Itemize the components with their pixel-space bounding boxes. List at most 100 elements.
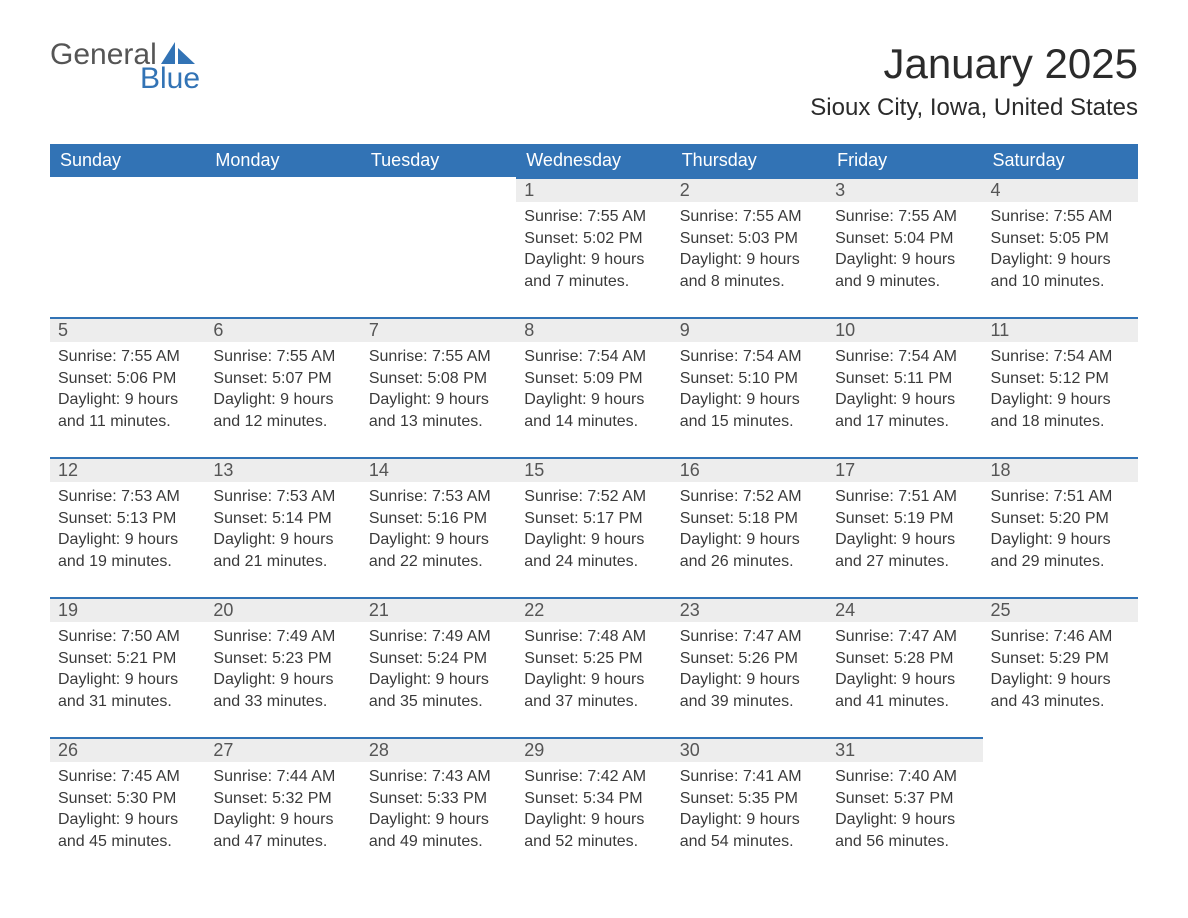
sunrise-line: Sunrise: 7:53 AM <box>369 486 508 508</box>
day-details: Sunrise: 7:43 AMSunset: 5:33 PMDaylight:… <box>361 762 516 860</box>
day-number: 26 <box>50 737 205 762</box>
weekday-header: Monday <box>205 144 360 177</box>
calendar-week-row: 5Sunrise: 7:55 AMSunset: 5:06 PMDaylight… <box>50 317 1138 457</box>
calendar-day-cell: 2Sunrise: 7:55 AMSunset: 5:03 PMDaylight… <box>672 177 827 317</box>
day-number: 10 <box>827 317 982 342</box>
day-details: Sunrise: 7:54 AMSunset: 5:11 PMDaylight:… <box>827 342 982 440</box>
calendar-day-cell <box>361 177 516 317</box>
daylight-line: Daylight: 9 hours and 22 minutes. <box>369 529 508 572</box>
calendar-day-cell: 18Sunrise: 7:51 AMSunset: 5:20 PMDayligh… <box>983 457 1138 597</box>
sunrise-line: Sunrise: 7:55 AM <box>369 346 508 368</box>
sunset-line: Sunset: 5:37 PM <box>835 788 974 810</box>
daylight-line: Daylight: 9 hours and 52 minutes. <box>524 809 663 852</box>
calendar-day-cell: 15Sunrise: 7:52 AMSunset: 5:17 PMDayligh… <box>516 457 671 597</box>
weekday-header: Friday <box>827 144 982 177</box>
daylight-line: Daylight: 9 hours and 19 minutes. <box>58 529 197 572</box>
day-details: Sunrise: 7:44 AMSunset: 5:32 PMDaylight:… <box>205 762 360 860</box>
daylight-line: Daylight: 9 hours and 29 minutes. <box>991 529 1130 572</box>
day-number: 30 <box>672 737 827 762</box>
day-details: Sunrise: 7:55 AMSunset: 5:06 PMDaylight:… <box>50 342 205 440</box>
day-details: Sunrise: 7:53 AMSunset: 5:13 PMDaylight:… <box>50 482 205 580</box>
day-details: Sunrise: 7:45 AMSunset: 5:30 PMDaylight:… <box>50 762 205 860</box>
day-details: Sunrise: 7:53 AMSunset: 5:16 PMDaylight:… <box>361 482 516 580</box>
calendar-day-cell: 30 Sunrise: 7:41 AMSunset: 5:35 PMDayligh… <box>672 737 827 877</box>
day-number: 9 <box>672 317 827 342</box>
sunset-line: Sunset: 5:06 PM <box>58 368 197 390</box>
daylight-line: Daylight: 9 hours and 9 minutes. <box>835 249 974 292</box>
sunrise-line: Sunrise: 7:41 AM <box>680 766 819 788</box>
daylight-line: Daylight: 9 hours and 54 minutes. <box>680 809 819 852</box>
sunrise-line: Sunrise: 7:44 AM <box>213 766 352 788</box>
logo-word-2: Blue <box>140 64 200 94</box>
day-details: Sunrise: 7:55 AMSunset: 5:08 PMDaylight:… <box>361 342 516 440</box>
day-details: Sunrise: 7:48 AMSunset: 5:25 PMDaylight:… <box>516 622 671 720</box>
daylight-line: Daylight: 9 hours and 31 minutes. <box>58 669 197 712</box>
day-details: Sunrise: 7:46 AMSunset: 5:29 PMDaylight:… <box>983 622 1138 720</box>
daylight-line: Daylight: 9 hours and 21 minutes. <box>213 529 352 572</box>
sunrise-line: Sunrise: 7:47 AM <box>680 626 819 648</box>
daylight-line: Daylight: 9 hours and 27 minutes. <box>835 529 974 572</box>
sunset-line: Sunset: 5:14 PM <box>213 508 352 530</box>
calendar-day-cell: 6Sunrise: 7:55 AMSunset: 5:07 PMDaylight… <box>205 317 360 457</box>
calendar-day-cell: 27Sunrise: 7:44 AMSunset: 5:32 PMDayligh… <box>205 737 360 877</box>
calendar-day-cell: 29Sunrise: 7:42 AMSunset: 5:34 PMDayligh… <box>516 737 671 877</box>
sunrise-line: Sunrise: 7:49 AM <box>369 626 508 648</box>
daylight-line: Daylight: 9 hours and 37 minutes. <box>524 669 663 712</box>
sunset-line: Sunset: 5:33 PM <box>369 788 508 810</box>
day-details: Sunrise: 7:54 AMSunset: 5:09 PMDaylight:… <box>516 342 671 440</box>
day-number: 31 <box>827 737 982 762</box>
weekday-header: Wednesday <box>516 144 671 177</box>
sunset-line: Sunset: 5:05 PM <box>991 228 1130 250</box>
calendar-day-cell: 8Sunrise: 7:54 AMSunset: 5:09 PMDaylight… <box>516 317 671 457</box>
day-number: 13 <box>205 457 360 482</box>
day-number: 29 <box>516 737 671 762</box>
daylight-line: Daylight: 9 hours and 45 minutes. <box>58 809 197 852</box>
calendar-week-row: 12Sunrise: 7:53 AMSunset: 5:13 PMDayligh… <box>50 457 1138 597</box>
calendar-day-cell: 21Sunrise: 7:49 AMSunset: 5:24 PMDayligh… <box>361 597 516 737</box>
sunset-line: Sunset: 5:35 PM <box>680 788 819 810</box>
day-details: Sunrise: 7:55 AMSunset: 5:04 PMDaylight:… <box>827 202 982 300</box>
day-number: 4 <box>983 177 1138 202</box>
daylight-line: Daylight: 9 hours and 33 minutes. <box>213 669 352 712</box>
day-details: Sunrise: 7:47 AMSunset: 5:26 PMDaylight:… <box>672 622 827 720</box>
calendar-day-cell: 16Sunrise: 7:52 AMSunset: 5:18 PMDayligh… <box>672 457 827 597</box>
weekday-header: Sunday <box>50 144 205 177</box>
day-details: Sunrise: 7:47 AMSunset: 5:28 PMDaylight:… <box>827 622 982 720</box>
sunrise-line: Sunrise: 7:42 AM <box>524 766 663 788</box>
calendar-day-cell: 22Sunrise: 7:48 AMSunset: 5:25 PMDayligh… <box>516 597 671 737</box>
sunset-line: Sunset: 5:12 PM <box>991 368 1130 390</box>
day-details: Sunrise: 7:50 AMSunset: 5:21 PMDaylight:… <box>50 622 205 720</box>
calendar-day-cell: 26Sunrise: 7:45 AMSunset: 5:30 PMDayligh… <box>50 737 205 877</box>
sunrise-line: Sunrise: 7:55 AM <box>213 346 352 368</box>
day-details: Sunrise: 7:51 AMSunset: 5:20 PMDaylight:… <box>983 482 1138 580</box>
day-number: 7 <box>361 317 516 342</box>
daylight-line: Daylight: 9 hours and 15 minutes. <box>680 389 819 432</box>
sunset-line: Sunset: 5:13 PM <box>58 508 197 530</box>
calendar-week-row: 19Sunrise: 7:50 AMSunset: 5:21 PMDayligh… <box>50 597 1138 737</box>
calendar-day-cell: 11Sunrise: 7:54 AMSunset: 5:12 PMDayligh… <box>983 317 1138 457</box>
day-number: 14 <box>361 457 516 482</box>
day-number: 18 <box>983 457 1138 482</box>
sunrise-line: Sunrise: 7:53 AM <box>58 486 197 508</box>
sunset-line: Sunset: 5:25 PM <box>524 648 663 670</box>
day-details: Sunrise: 7:54 AMSunset: 5:12 PMDaylight:… <box>983 342 1138 440</box>
daylight-line: Daylight: 9 hours and 35 minutes. <box>369 669 508 712</box>
calendar-day-cell: 24Sunrise: 7:47 AMSunset: 5:28 PMDayligh… <box>827 597 982 737</box>
calendar-week-row: 1Sunrise: 7:55 AMSunset: 5:02 PMDaylight… <box>50 177 1138 317</box>
day-details: Sunrise: 7:53 AMSunset: 5:14 PMDaylight:… <box>205 482 360 580</box>
sunset-line: Sunset: 5:29 PM <box>991 648 1130 670</box>
calendar-day-cell: 5Sunrise: 7:55 AMSunset: 5:06 PMDaylight… <box>50 317 205 457</box>
daylight-line: Daylight: 9 hours and 18 minutes. <box>991 389 1130 432</box>
weekday-header: Thursday <box>672 144 827 177</box>
day-details: Sunrise: 7:55 AMSunset: 5:03 PMDaylight:… <box>672 202 827 300</box>
page-header: General Blue January 2025 Sioux City, Io… <box>50 40 1138 136</box>
sunrise-line: Sunrise: 7:55 AM <box>524 206 663 228</box>
calendar-day-cell: 17Sunrise: 7:51 AMSunset: 5:19 PMDayligh… <box>827 457 982 597</box>
day-number: 11 <box>983 317 1138 342</box>
sunset-line: Sunset: 5:08 PM <box>369 368 508 390</box>
sunrise-line: Sunrise: 7:53 AM <box>213 486 352 508</box>
day-details: Sunrise: 7:55 AMSunset: 5:05 PMDaylight:… <box>983 202 1138 300</box>
daylight-line: Daylight: 9 hours and 43 minutes. <box>991 669 1130 712</box>
sunset-line: Sunset: 5:17 PM <box>524 508 663 530</box>
day-details: Sunrise: 7:54 AMSunset: 5:10 PMDaylight:… <box>672 342 827 440</box>
